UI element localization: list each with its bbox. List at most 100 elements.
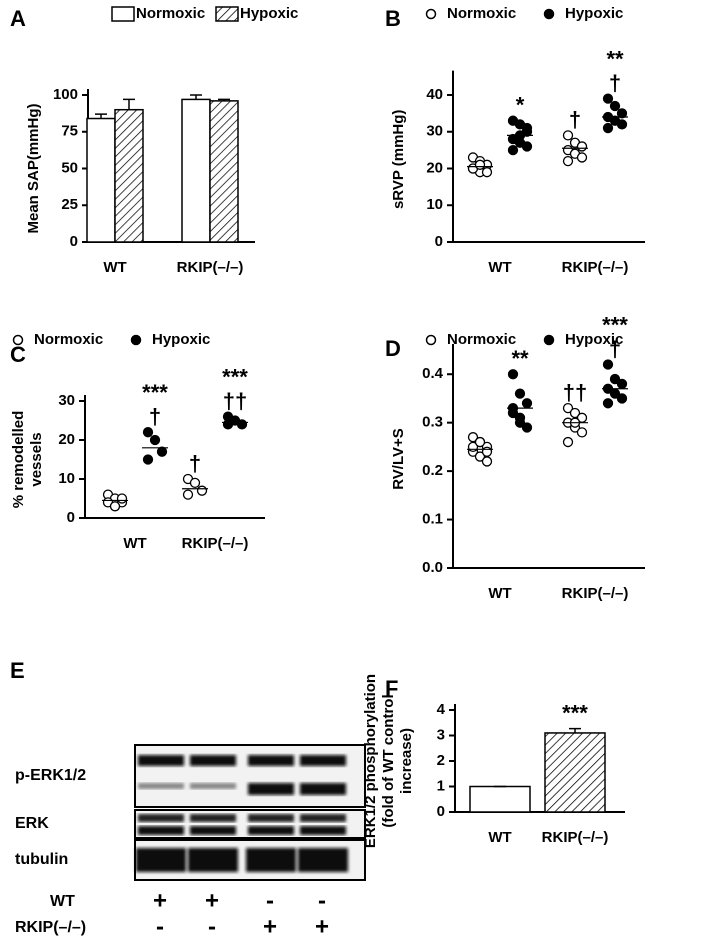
legend-marker [425, 334, 437, 346]
panel-label: C [10, 342, 26, 367]
band [300, 814, 346, 822]
data-point [514, 412, 526, 423]
error-bar [95, 113, 107, 119]
data-point [116, 493, 128, 504]
error-bar [123, 98, 135, 110]
data-point [576, 152, 588, 163]
x-tick-label: RKIP(–/–) [562, 259, 629, 276]
y-tick-label: 40 [426, 86, 443, 103]
data-point [474, 159, 486, 170]
blot-sign: - [156, 913, 164, 940]
y-tick-label: 20 [426, 159, 443, 176]
data-point [222, 419, 234, 430]
data-point [576, 141, 588, 152]
y-tick-label: 0 [70, 233, 78, 250]
blot-sign: + [153, 887, 167, 914]
y-axis-label: Mean SAP(mmHg) [25, 103, 42, 233]
y-tick-label: 0.2 [422, 462, 443, 479]
data-point [576, 427, 588, 438]
y-axis-label: vessels [28, 432, 45, 486]
annotation: *** [562, 700, 588, 725]
band [138, 826, 184, 835]
data-point [602, 93, 614, 104]
data-point [609, 100, 621, 112]
blot-row-label: tubulin [15, 851, 68, 868]
blot-group-label: RKIP(–/–) [15, 919, 86, 936]
x-tick-label: RKIP(–/–) [177, 259, 244, 276]
bar [114, 108, 144, 243]
blot-group-label: WT [50, 893, 75, 910]
annotation: † [609, 336, 621, 361]
legend-marker [543, 8, 555, 20]
annotation: † [149, 404, 161, 429]
band [248, 826, 294, 835]
data-point [616, 119, 628, 130]
blot-sign: - [208, 913, 216, 940]
blot-frame [134, 744, 366, 808]
annotation: † [189, 451, 201, 476]
data-point [182, 489, 194, 500]
data-point [521, 122, 533, 134]
annotation: † [569, 107, 581, 132]
y-tick-label: 0 [435, 233, 443, 250]
annotation: †† [223, 388, 247, 413]
y-axis-label: ERK1/2 phosphorylation [362, 674, 379, 848]
y-tick-label: 30 [58, 392, 75, 409]
panel-label: F [385, 676, 398, 701]
data-point [562, 436, 574, 448]
x-tick-label: WT [123, 535, 146, 552]
legend-label: Normoxic [34, 331, 103, 348]
data-point [616, 378, 628, 390]
data-point [562, 402, 574, 414]
band [190, 755, 236, 766]
y-tick-label: 10 [426, 196, 443, 213]
data-point [602, 359, 614, 370]
data-point [196, 485, 208, 496]
data-point [481, 446, 493, 457]
data-point [507, 144, 519, 156]
band [188, 848, 238, 872]
legend-label: Hypoxic [565, 331, 623, 348]
y-tick-label: 100 [53, 86, 78, 103]
blot-sign: + [315, 913, 329, 940]
error-bar [190, 94, 202, 100]
data-point [602, 398, 614, 409]
y-tick-label: 0.1 [422, 511, 443, 528]
panel-label: E [10, 658, 25, 683]
data-point [521, 398, 533, 409]
bar [86, 117, 116, 243]
band [138, 755, 184, 766]
legend-marker [130, 334, 142, 346]
band [190, 814, 236, 822]
blot-sign: - [318, 887, 326, 914]
bar [544, 732, 606, 813]
y-tick-label: 1 [437, 777, 445, 794]
y-axis-label: RV/LV+S [390, 428, 407, 490]
legend-swatch [215, 6, 239, 22]
x-tick-label: WT [103, 259, 126, 276]
annotation: ** [606, 46, 624, 71]
data-point [189, 477, 201, 489]
blot-sign: - [266, 887, 274, 914]
band [138, 814, 184, 822]
data-point [602, 122, 614, 134]
error-bar [218, 98, 230, 101]
y-tick-label: 20 [58, 431, 75, 448]
y-axis-label: sRVP (mmHg) [390, 110, 407, 209]
y-tick-label: 0.3 [422, 414, 443, 431]
band [248, 814, 294, 822]
data-point [521, 141, 533, 152]
data-point [109, 501, 121, 512]
blot-row-label: p-ERK1/2 [15, 767, 86, 784]
band [300, 826, 346, 835]
panel-label: B [385, 6, 401, 31]
y-tick-label: 50 [61, 159, 78, 176]
legend-label: Hypoxic [240, 5, 298, 22]
y-tick-label: 3 [437, 726, 445, 743]
annotation: † [609, 70, 621, 95]
data-point [562, 130, 574, 141]
annotation: * [516, 93, 525, 118]
y-tick-label: 30 [426, 123, 443, 140]
annotation: †† [563, 380, 587, 405]
